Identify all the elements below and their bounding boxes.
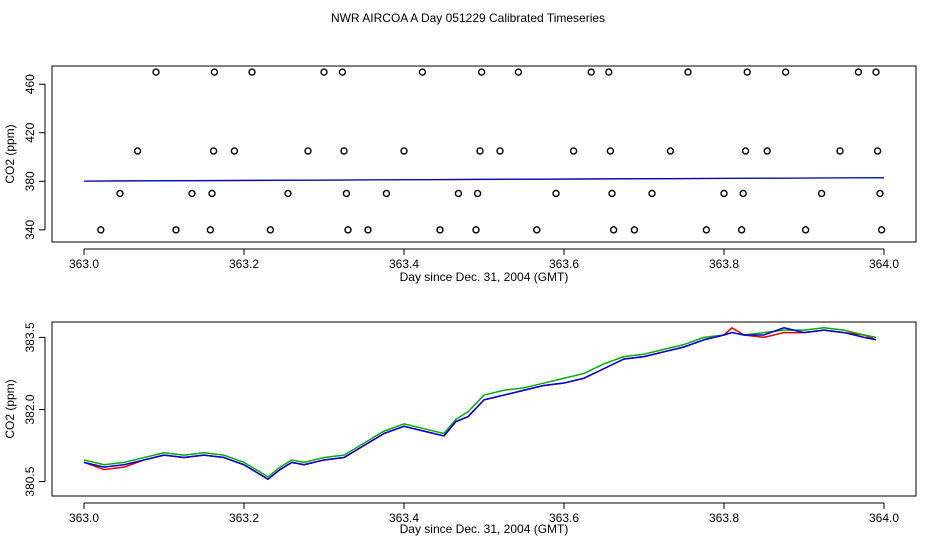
data-point: [284, 189, 292, 198]
panel-2: 363.0 363.2 363.4 363.6 363.8 364.0 380.5 382.…: [3, 321, 917, 536]
data-point: [702, 226, 711, 234]
data-point: [382, 189, 391, 198]
data-point: [340, 147, 348, 155]
data-point: [477, 68, 486, 76]
y-tick-label: 340: [23, 220, 37, 240]
data-point: [476, 147, 484, 155]
data-point: [666, 147, 675, 155]
data-point: [514, 68, 523, 76]
data-point: [188, 189, 196, 198]
x-tick-label: 363.4: [389, 257, 419, 271]
data-point: [418, 68, 427, 76]
x-tick-label: 364.0: [869, 511, 899, 525]
data-point: [587, 68, 595, 76]
panel-2-plot-frame: [51, 321, 917, 497]
data-point: [454, 189, 463, 198]
x-tick-label: 363.8: [709, 257, 739, 271]
data-point: [877, 226, 886, 234]
x-tick-label: 363.2: [229, 511, 259, 525]
x-tick-label: 363.2: [229, 257, 259, 271]
data-point: [609, 226, 618, 234]
data-point: [873, 147, 882, 155]
x-tick-label: 363.4: [389, 511, 419, 525]
data-point: [210, 68, 219, 76]
data-point: [97, 226, 105, 234]
data-point: [344, 226, 352, 234]
data-point: [569, 147, 578, 155]
data-point: [801, 226, 810, 234]
y-tick-label: 380: [23, 171, 37, 191]
panel-1: 363.0 363.2 363.4 363.6 363.8 364.0 340 380 420…: [3, 65, 917, 284]
data-point: [817, 189, 826, 198]
data-point: [781, 68, 790, 76]
panel-1-y-label: CO2 (ppm): [3, 124, 17, 183]
data-point: [342, 189, 351, 198]
data-point: [533, 226, 541, 234]
data-point: [338, 68, 347, 76]
data-point: [648, 189, 656, 198]
data-point: [266, 226, 275, 234]
data-point: [608, 189, 616, 198]
y-tick-label: 383.5: [23, 322, 37, 352]
panel-2-x-axis: 363.0 363.2 363.4 363.6 363.8 364.0: [69, 502, 899, 525]
data-point: [741, 147, 750, 155]
data-point: [605, 68, 613, 76]
x-tick-label: 364.0: [869, 257, 899, 271]
series-line-blue: [83, 177, 885, 182]
x-tick-label: 363.6: [549, 511, 579, 525]
data-point: [872, 68, 880, 76]
panel-2-y-label: CO2 (ppm): [3, 379, 17, 438]
panel-1-plot-frame: [51, 65, 917, 243]
data-point: [304, 147, 312, 155]
data-point: [152, 68, 160, 76]
data-point: [684, 68, 692, 76]
panel-2-series: [83, 327, 877, 480]
y-tick-label: 380.5: [23, 466, 37, 496]
data-point: [400, 147, 408, 155]
data-point: [720, 189, 728, 198]
x-tick-label: 363.0: [69, 511, 99, 525]
data-point: [739, 189, 747, 198]
data-point: [836, 147, 844, 155]
data-point: [876, 189, 884, 198]
data-point: [552, 189, 560, 198]
data-point: [206, 226, 215, 234]
data-point: [116, 189, 124, 198]
panel-1-x-label: Day since Dec. 31, 2004 (GMT): [400, 270, 569, 284]
data-point: [473, 189, 482, 198]
data-point: [606, 147, 615, 155]
data-point: [364, 226, 372, 234]
data-point: [737, 226, 746, 234]
panel-1-points: [97, 68, 886, 234]
x-tick-label: 363.8: [709, 511, 739, 525]
x-tick-label: 363.0: [69, 257, 99, 271]
data-point: [743, 68, 751, 76]
x-tick-label: 363.6: [549, 257, 579, 271]
data-point: [209, 147, 218, 155]
data-point: [133, 147, 142, 155]
data-point: [496, 147, 504, 155]
data-point: [436, 226, 444, 234]
figure-title: NWR AIRCOA A Day 051229 Calibrated Times…: [331, 11, 605, 25]
y-tick-label: 420: [23, 122, 37, 142]
data-point: [230, 147, 239, 155]
panel-1-y-axis: 340 380 420 460: [23, 74, 46, 240]
data-point: [763, 147, 771, 155]
y-tick-label: 460: [23, 74, 37, 94]
panel-1-x-axis: 363.0 363.2 363.4 363.6 363.8 364.0: [69, 248, 899, 271]
series-line-blue: [83, 327, 877, 480]
panel-1-series: [83, 177, 885, 182]
data-point: [320, 68, 328, 76]
data-point: [172, 226, 180, 234]
data-point: [630, 226, 639, 234]
data-point: [854, 68, 863, 76]
data-point: [208, 189, 216, 198]
panel-2-x-label: Day since Dec. 31, 2004 (GMT): [400, 522, 569, 536]
data-point: [472, 226, 480, 234]
series-line-green: [83, 327, 877, 478]
panel-2-y-axis: 380.5 382.0 383.5: [23, 322, 46, 497]
data-point: [248, 68, 256, 76]
y-tick-label: 382.0: [23, 394, 37, 424]
